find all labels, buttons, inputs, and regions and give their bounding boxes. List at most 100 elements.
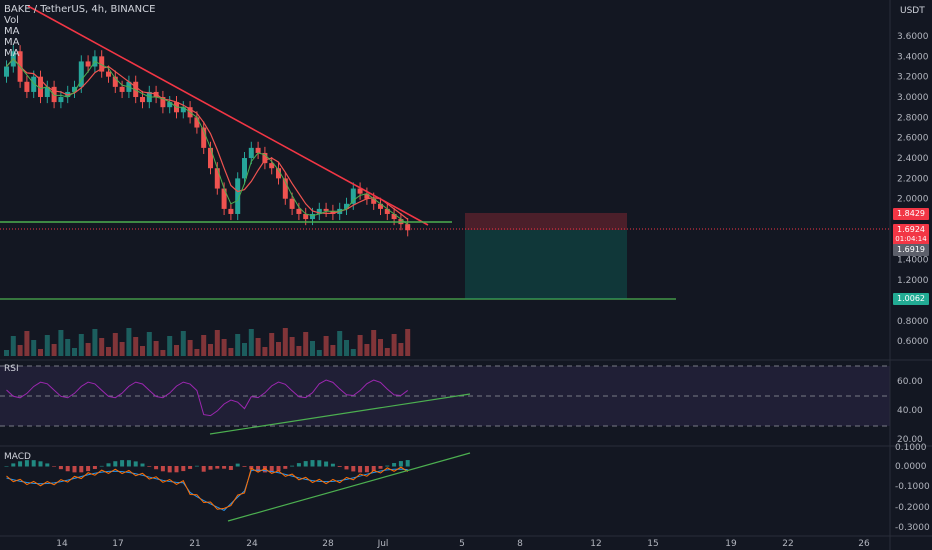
- ma-label-3[interactable]: MA: [4, 48, 20, 59]
- volume-bar: [58, 330, 64, 356]
- vol-label[interactable]: Vol: [4, 15, 19, 26]
- volume-bar: [194, 349, 200, 356]
- volume-bar: [65, 339, 71, 356]
- ma-line-fast: [6, 58, 409, 225]
- macd-histogram-bar: [337, 466, 342, 467]
- volume-bar: [221, 339, 227, 356]
- volume-bar: [133, 337, 139, 356]
- volume-bar: [282, 328, 288, 356]
- volume-bar: [24, 331, 30, 356]
- candle-body: [51, 86, 57, 103]
- candle-body: [31, 76, 37, 92]
- candle-body: [303, 213, 309, 220]
- macd-histogram-bar: [405, 460, 410, 467]
- volume-bar: [146, 332, 152, 356]
- macd-label[interactable]: MACD: [4, 452, 31, 462]
- macd-histogram-bar: [113, 461, 118, 467]
- chart-drawings[interactable]: [0, 5, 890, 300]
- volume-bar: [208, 344, 213, 356]
- time-tick-label: 14: [56, 539, 68, 549]
- volume-bar: [167, 336, 173, 356]
- macd-histogram-bar: [283, 466, 288, 469]
- macd-histogram-bar: [45, 463, 50, 467]
- macd-histogram-bar: [4, 466, 9, 467]
- macd-histogram-bar: [126, 460, 131, 467]
- macd-tick-label: 0.0000: [895, 462, 927, 472]
- candle-body: [112, 76, 118, 87]
- macd-line: [6, 468, 408, 511]
- candle-body: [72, 86, 77, 92]
- macd-tick-label: -0.2000: [895, 503, 930, 513]
- candle-body: [228, 208, 234, 214]
- volume-bar: [4, 350, 9, 356]
- macd-histogram-bar: [154, 466, 159, 470]
- macd-histogram-bar: [58, 466, 63, 470]
- macd-histogram-bar: [303, 461, 308, 467]
- volume-bar: [276, 342, 281, 356]
- price-tick-label: 1.4000: [897, 256, 929, 266]
- price-tick-label: 3.0000: [897, 93, 929, 103]
- price-tick-label: 1.2000: [897, 276, 929, 286]
- macd-histogram-bar: [296, 463, 301, 467]
- volume-bar: [106, 347, 111, 356]
- price-tick-label: 2.0000: [897, 195, 929, 205]
- candle-body: [4, 66, 9, 77]
- candle-body: [357, 188, 363, 194]
- price-tick-label: 2.4000: [897, 154, 929, 164]
- volume-bar: [187, 340, 193, 356]
- macd-histogram-bar: [385, 465, 390, 467]
- time-tick-label: 26: [858, 539, 870, 549]
- volume-bar: [269, 333, 275, 356]
- candle-body: [364, 193, 370, 199]
- descending-trendline: [27, 5, 429, 226]
- macd-histogram-bar: [99, 465, 104, 467]
- candle-body: [350, 188, 356, 204]
- macd-histogram-bar: [256, 466, 261, 472]
- volume-bar: [112, 333, 118, 356]
- stop-loss-zone: [465, 213, 627, 230]
- price-tick-label: 3.4000: [897, 52, 929, 62]
- symbol-title[interactable]: BAKE / TetherUS, 4h, BINANCE: [4, 4, 156, 15]
- ma-label-1[interactable]: MA: [4, 26, 20, 37]
- macd-histogram-bar: [242, 466, 247, 467]
- macd-histogram-bar: [317, 460, 322, 467]
- macd-histogram-bar: [215, 466, 220, 469]
- volume-bar: [180, 331, 186, 356]
- entry-price-tag: 1.6919: [893, 244, 929, 256]
- candle-body: [384, 208, 390, 214]
- moving-averages: [6, 57, 409, 225]
- volume-bar: [248, 329, 254, 356]
- time-tick-label: 15: [647, 539, 658, 549]
- macd-histogram-bar: [188, 466, 193, 469]
- candle-body: [44, 86, 50, 98]
- volume-bar: [255, 338, 261, 356]
- volume-bar: [51, 344, 57, 356]
- candle-body: [242, 158, 247, 179]
- volume-bar: [310, 341, 315, 356]
- macd-histogram-bar: [65, 466, 70, 472]
- candle-body: [344, 203, 349, 209]
- volume-bar: [289, 337, 295, 356]
- macd-histogram-bar: [249, 466, 254, 470]
- candle-body: [194, 117, 200, 128]
- candle-body: [167, 102, 173, 108]
- macd-histogram-bar: [18, 461, 23, 467]
- time-tick-label: 24: [246, 539, 258, 549]
- volume-bar: [119, 342, 125, 356]
- currency-label[interactable]: USDT: [900, 6, 925, 16]
- candle-body: [276, 168, 281, 179]
- price-tick-label: 2.6000: [897, 134, 929, 144]
- macd-histogram-bar: [181, 466, 186, 472]
- macd-histogram-bar: [86, 466, 91, 472]
- volume-bar: [357, 335, 363, 356]
- candle-body: [78, 61, 84, 87]
- price-tick-label: 0.8000: [897, 317, 929, 327]
- rsi-tick-label: 40.00: [897, 406, 923, 416]
- macd-histogram-bar: [222, 466, 227, 469]
- target-price-tag: 1.0062: [893, 293, 929, 305]
- ma-label-2[interactable]: MA: [4, 37, 20, 48]
- rsi-line: [6, 379, 408, 417]
- rsi-label[interactable]: RSI: [4, 364, 19, 374]
